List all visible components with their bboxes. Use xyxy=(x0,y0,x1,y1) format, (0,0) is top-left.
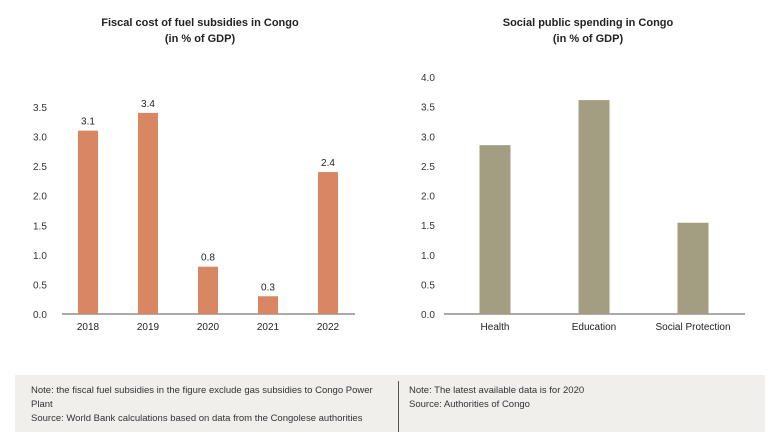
y-tick-label: 3.5 xyxy=(33,103,47,114)
left-source: Source: World Bank calculations based on… xyxy=(31,413,363,424)
x-tick-label: 2022 xyxy=(317,322,340,333)
bar-2019 xyxy=(138,112,158,315)
footer-notes: Note: the fiscal fuel subsidies in the f… xyxy=(15,375,765,432)
chart1-subtitle: (in % of GDP) xyxy=(165,33,236,45)
y-tick-label: 2.5 xyxy=(421,162,435,173)
y-tick-label: 2.0 xyxy=(421,192,435,203)
bar-2020 xyxy=(198,266,218,314)
y-tick-label: 1.0 xyxy=(33,251,47,262)
data-label: 3.1 xyxy=(81,117,95,128)
bar-health xyxy=(479,145,511,314)
y-tick-label: 0.5 xyxy=(33,280,47,291)
footer-divider xyxy=(398,381,399,432)
y-tick-label: 1.5 xyxy=(421,221,435,232)
x-tick-label: 2018 xyxy=(77,322,100,333)
y-tick-label: 3.5 xyxy=(421,103,435,114)
y-tick-label: 0.0 xyxy=(33,310,47,321)
x-tick-label: 2019 xyxy=(137,322,160,333)
left-note: Note: the fiscal fuel subsidies in the f… xyxy=(31,385,373,410)
bar-social-protection xyxy=(677,222,709,314)
bar-education xyxy=(578,100,610,314)
y-tick-label: 0.0 xyxy=(421,310,435,321)
bar-2021 xyxy=(258,296,278,314)
footer-right: Note: The latest available data is for 2… xyxy=(409,384,749,412)
x-tick-label: Education xyxy=(572,322,616,333)
y-tick-label: 1.0 xyxy=(421,251,435,262)
right-source: Source: Authorities of Congo xyxy=(409,399,530,410)
data-label: 2.4 xyxy=(321,158,335,169)
x-tick-label: Social Protection xyxy=(655,322,730,333)
right-note: Note: The latest available data is for 2… xyxy=(409,385,585,396)
y-tick-label: 3.0 xyxy=(33,133,47,144)
bar-2018 xyxy=(78,130,98,314)
data-label: 0.8 xyxy=(201,253,215,264)
chart2-plot: 0.0 0.5 1.0 1.5 2.0 2.5 3.0 3.5 4.0 Health Educati… xyxy=(421,73,745,333)
bar-2022 xyxy=(318,172,338,314)
y-tick-label: 2.0 xyxy=(33,192,47,203)
x-tick-label: 2020 xyxy=(197,322,220,333)
x-tick-label: Health xyxy=(481,322,510,333)
y-tick-label: 1.5 xyxy=(33,221,47,232)
y-tick-label: 3.0 xyxy=(421,132,435,143)
x-tick-label: 2021 xyxy=(257,322,280,333)
chart2-title: Social public spending in Congo xyxy=(503,17,674,29)
footer-left: Note: the fiscal fuel subsidies in the f… xyxy=(31,384,391,426)
data-label: 0.3 xyxy=(261,282,275,293)
y-tick-label: 2.5 xyxy=(33,162,47,173)
chart1-plot: 0.0 0.5 1.0 1.5 2.0 2.5 3.0 3.5 2018 3.1 2019 3.4 20… xyxy=(33,99,355,333)
y-tick-label: 4.0 xyxy=(421,73,435,84)
y-tick-label: 0.5 xyxy=(421,280,435,291)
chart2-subtitle: (in % of GDP) xyxy=(553,33,624,45)
chart1-title: Fiscal cost of fuel subsidies in Congo xyxy=(101,17,299,29)
data-label: 3.4 xyxy=(141,99,155,110)
